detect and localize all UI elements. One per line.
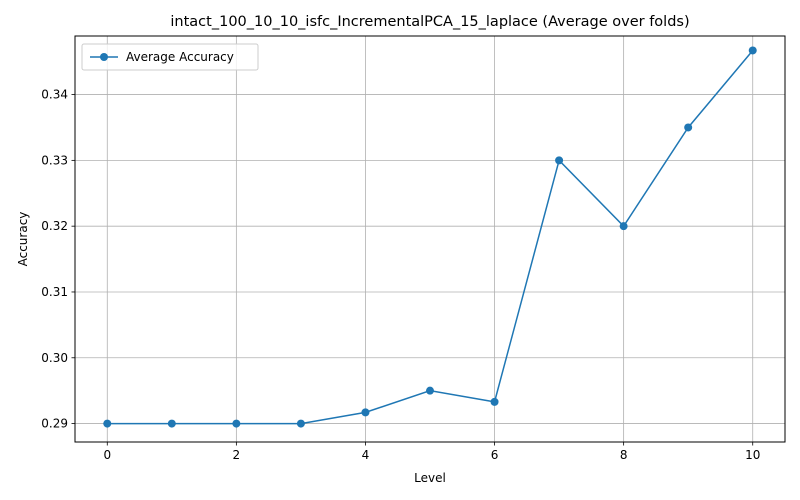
y-tick-label: 0.29 [41,417,68,431]
x-tick-label: 10 [745,448,760,462]
x-axis-label: Level [414,471,446,485]
legend-box [81,43,259,71]
data-point [555,156,564,165]
y-axis-label: Accuracy [16,212,30,267]
data-point [426,386,434,395]
x-tick-label: 8 [620,448,628,462]
x-tick-label: 2 [233,448,241,462]
x-tick-label: 6 [491,448,499,462]
legend: Average Accuracy [81,43,259,71]
plot-frame [74,35,786,443]
data-point [490,397,499,406]
x-tick-label: 0 [103,448,111,462]
legend-circle-marker [100,53,108,61]
y-tick-label: 0.32 [41,219,68,233]
data-point [361,408,370,417]
data-point [103,419,112,428]
ticks: 0 2 4 6 8 10 0.29 0.30 0.31 0.32 0.33 0.34 [41,88,760,462]
series-layer [103,46,757,428]
data-point [684,123,693,132]
data-point [619,222,628,231]
data-point [296,419,305,428]
y-tick-label: 0.34 [41,88,68,102]
legend-label: Average Accuracy [126,50,234,64]
data-point [167,419,176,428]
chart-title: intact_100_10_10_isfc_IncrementalPCA_15_… [170,14,689,30]
y-tick-label: 0.31 [41,285,68,299]
x-tick-label: 4 [362,448,370,462]
data-point [748,46,757,55]
data-point [232,419,241,428]
y-tick-label: 0.33 [41,153,68,167]
y-tick-label: 0.30 [41,351,68,365]
